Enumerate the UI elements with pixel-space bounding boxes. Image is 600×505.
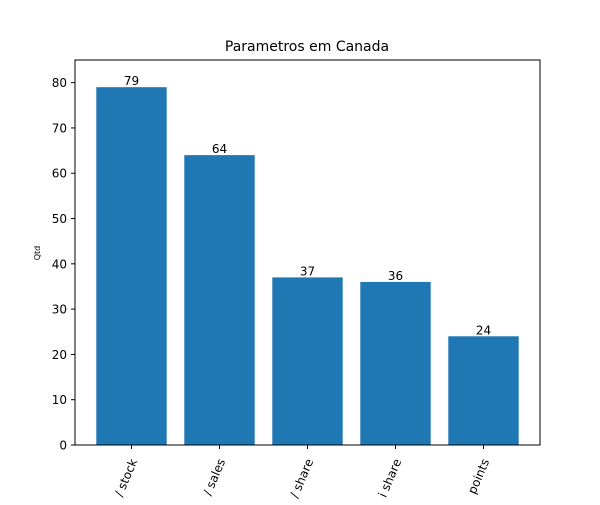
bars-layer bbox=[96, 87, 519, 446]
bar-value-label-0: 79 bbox=[124, 74, 139, 88]
bar-2 bbox=[272, 277, 343, 445]
y-axis-label: Qtd bbox=[33, 246, 42, 261]
y-tick-label-0: 0 bbox=[59, 439, 67, 453]
y-tick-label-8: 80 bbox=[52, 76, 67, 90]
bar-0 bbox=[96, 87, 167, 446]
y-tick-label-6: 60 bbox=[52, 167, 67, 181]
y-tick-label-1: 10 bbox=[52, 393, 67, 407]
bar-value-label-3: 36 bbox=[388, 269, 403, 283]
bar-value-label-4: 24 bbox=[476, 323, 491, 337]
bar-value-label-1: 64 bbox=[212, 142, 227, 156]
y-tick-label-7: 70 bbox=[52, 121, 67, 135]
bar-3 bbox=[360, 281, 431, 445]
x-tick-label-1: / sales bbox=[200, 457, 228, 498]
value-labels-layer: 79 64 37 36 24 bbox=[124, 74, 491, 337]
x-axis-ticks: / stock / sales / share i share points bbox=[112, 445, 492, 500]
bar-4 bbox=[448, 336, 519, 445]
x-tick-label-4: points bbox=[465, 457, 492, 496]
y-tick-label-4: 40 bbox=[52, 257, 67, 271]
x-tick-label-3: i share bbox=[376, 457, 405, 500]
y-tick-label-3: 30 bbox=[52, 303, 67, 317]
y-tick-label-2: 20 bbox=[52, 348, 67, 362]
plot-frame bbox=[74, 59, 541, 446]
x-tick-label-2: / share bbox=[287, 457, 316, 500]
chart-title: Parametros em Canada bbox=[225, 39, 389, 55]
x-tick-label-0: / stock bbox=[112, 457, 140, 499]
bar-1 bbox=[184, 155, 255, 445]
y-tick-label-5: 50 bbox=[52, 212, 67, 226]
y-axis-ticks: 0 10 20 30 40 50 60 70 80 bbox=[52, 76, 75, 453]
bar-value-label-2: 37 bbox=[300, 264, 315, 278]
